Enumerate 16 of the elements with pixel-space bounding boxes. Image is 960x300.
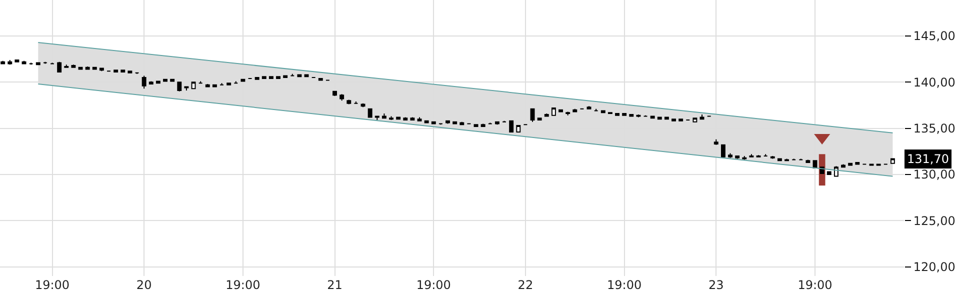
x-tick-label: 22 [518, 278, 534, 292]
y-tick-label: 125,00 [913, 214, 956, 228]
y-tick-label: 140,00 [913, 75, 956, 90]
x-tick-label: 21 [327, 278, 342, 292]
x-tick-label: 19:00 [34, 278, 70, 292]
y-tick-label: 130,00 [913, 168, 956, 182]
x-tick-label: 19:00 [798, 278, 832, 292]
text: 131,70 [907, 152, 949, 166]
x-tick-label: 23 [708, 278, 724, 292]
x-tick-label: 20 [136, 278, 152, 292]
x-tick-label: 19:00 [226, 278, 260, 292]
x-tick-label: 19:00 [607, 278, 642, 292]
x-tick-label: 19:00 [416, 278, 451, 292]
y-tick-label: 135,00 [913, 122, 956, 136]
y-tick-label: 145,00 [913, 29, 956, 44]
y-tick-label: 120,00 [913, 260, 956, 274]
